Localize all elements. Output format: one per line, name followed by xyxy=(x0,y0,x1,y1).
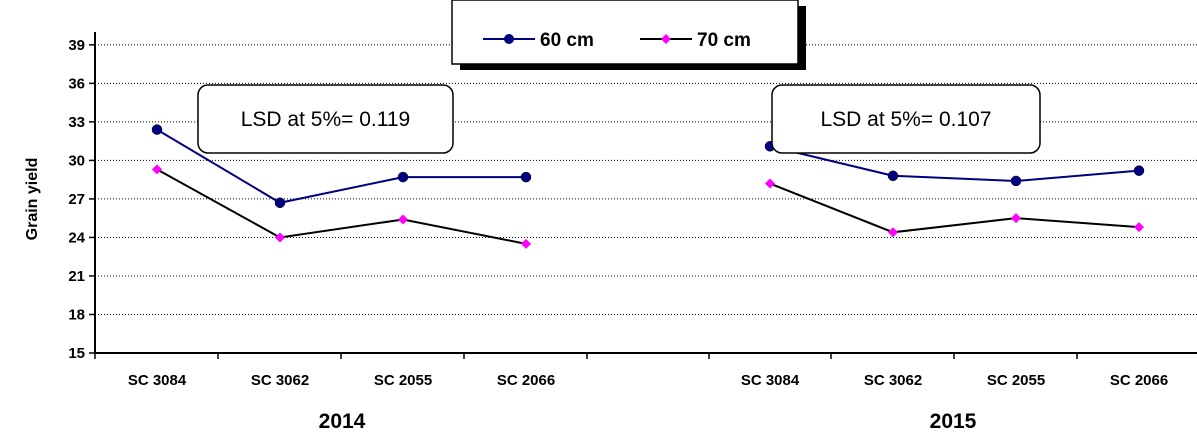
axis-labels: 15 18 21 24 27 30 33 36 39 SC 3084 SC 3062 SC 2055 S… xyxy=(68,37,1168,433)
lsd-annotation: LSD at 5%= 0.119 xyxy=(241,108,410,131)
y-tick-label: 27 xyxy=(68,191,85,208)
x-tick-label: SC 3062 xyxy=(251,372,309,389)
legend-marker-diamond xyxy=(661,34,671,44)
data-point-60cm xyxy=(1010,175,1022,187)
axes xyxy=(89,32,1197,359)
series-line-60cm xyxy=(156,128,526,204)
series-lines xyxy=(151,124,1145,249)
data-point-70cm xyxy=(521,238,531,249)
data-point-60cm xyxy=(520,171,532,183)
legend-box xyxy=(451,0,799,65)
y-tick-label: 39 xyxy=(68,37,85,54)
lsd-annotation: LSD at 5%= 0.107 xyxy=(820,108,991,131)
series-line-70cm xyxy=(156,168,527,245)
lsd-annotation-box xyxy=(771,84,1041,154)
y-tick-label: 24 xyxy=(68,229,85,246)
series-line-60cm xyxy=(769,145,1140,182)
x-tick-label: SC 2055 xyxy=(374,372,432,389)
lsd-annotation-box xyxy=(197,84,454,154)
data-point-70cm xyxy=(765,178,775,189)
y-tick-label: 33 xyxy=(68,114,85,131)
series-line-70cm xyxy=(769,182,1140,234)
data-point-70cm xyxy=(888,227,898,238)
legend-marker-circle xyxy=(504,34,514,44)
data-point-60cm xyxy=(887,170,899,182)
data-point-70cm xyxy=(275,232,285,243)
data-point-70cm xyxy=(1011,213,1021,224)
x-tick-label: SC 3062 xyxy=(864,372,922,389)
legend-label: 70 cm xyxy=(697,30,751,51)
group-label: 2015 xyxy=(930,410,977,433)
x-tick-label: SC 2066 xyxy=(497,372,555,389)
y-axis-title: Grain yield xyxy=(24,158,41,241)
data-point-70cm xyxy=(152,164,162,175)
y-tick-label: 21 xyxy=(68,268,85,285)
data-point-60cm xyxy=(397,171,409,183)
x-tick-label: SC 3084 xyxy=(741,372,800,389)
y-tick-label: 15 xyxy=(68,345,85,362)
data-point-70cm xyxy=(398,214,408,225)
y-tick-label: 36 xyxy=(68,75,85,92)
legend-label: 60 cm xyxy=(540,30,594,51)
data-point-60cm xyxy=(274,197,286,209)
x-tick-label: SC 2055 xyxy=(987,372,1045,389)
data-point-60cm xyxy=(151,124,163,135)
x-tick-label: SC 2066 xyxy=(1110,372,1168,389)
x-tick-label: SC 3084 xyxy=(128,372,187,389)
data-point-60cm xyxy=(1133,165,1145,176)
y-tick-label: 30 xyxy=(68,152,85,169)
data-point-70cm xyxy=(1134,222,1144,233)
annotations: LSD at 5%= 0.119 LSD at 5%= 0.107 xyxy=(197,84,1041,154)
y-tick-label: 18 xyxy=(68,306,85,323)
group-label: 2014 xyxy=(319,410,366,433)
legend: 60 cm 70 cm xyxy=(451,0,806,70)
